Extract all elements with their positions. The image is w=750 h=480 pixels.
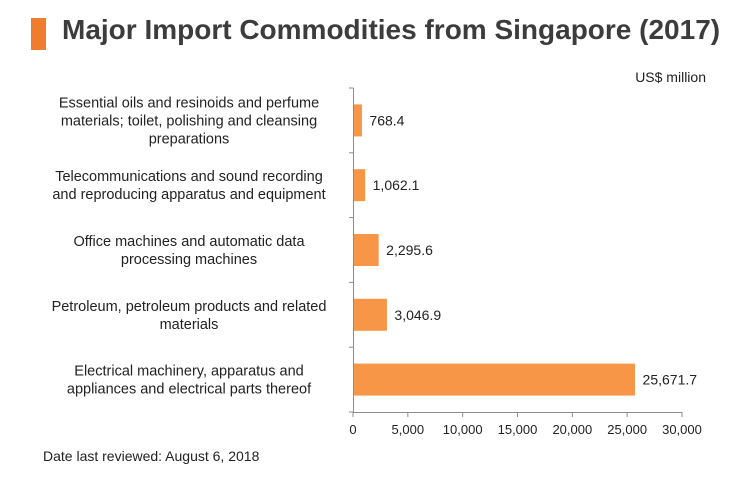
x-tick-label-0: 0 — [349, 422, 356, 437]
unit-label: US$ million — [635, 69, 706, 85]
title-accent-bar — [31, 18, 46, 50]
data-label-0: 768.4 — [369, 112, 404, 128]
bar-2 — [353, 234, 379, 266]
x-tick-label-6: 30,000 — [662, 422, 702, 437]
data-label-1: 1,062.1 — [373, 177, 420, 193]
category-label-3-1: materials — [160, 317, 219, 333]
category-label-4-0: Electrical machinery, apparatus and — [74, 364, 303, 380]
x-tick-label-2: 10,000 — [443, 422, 483, 437]
category-label-1-1: and reproducing apparatus and equipment — [52, 187, 325, 203]
category-label-3-0: Petroleum, petroleum products and relate… — [52, 299, 327, 315]
data-label-4: 25,671.7 — [643, 372, 698, 388]
data-label-3: 3,046.9 — [394, 307, 441, 323]
x-tick-label-4: 20,000 — [552, 422, 592, 437]
category-label-2-1: processing machines — [121, 252, 257, 268]
category-label-2-0: Office machines and automatic data — [73, 234, 305, 250]
category-label-0-1: materials; toilet, polishing and cleansi… — [61, 113, 317, 129]
data-label-2: 2,295.6 — [386, 242, 433, 258]
category-label-4-1: appliances and electrical parts thereof — [67, 382, 312, 398]
x-tick-label-3: 15,000 — [498, 422, 538, 437]
date-reviewed: Date last reviewed: August 6, 2018 — [43, 448, 260, 464]
category-label-1-0: Telecommunications and sound recording — [55, 169, 323, 185]
bar-1 — [353, 169, 366, 202]
bar-0 — [353, 104, 362, 137]
x-tick-label-1: 5,000 — [392, 422, 425, 437]
bar-3 — [353, 298, 387, 331]
bar-4 — [353, 363, 636, 396]
chart-title: Major Import Commodities from Singapore … — [62, 14, 721, 45]
x-tick-label-5: 25,000 — [607, 422, 647, 437]
category-label-0-2: preparations — [149, 131, 230, 147]
category-label-0-0: Essential oils and resinoids and perfume — [59, 95, 319, 111]
